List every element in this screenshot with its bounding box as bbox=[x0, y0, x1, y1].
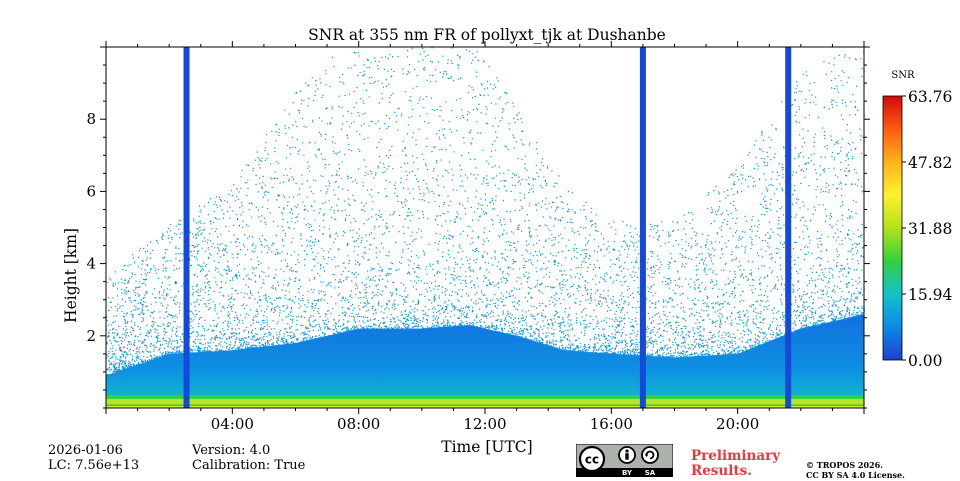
calibration-label: Calibration: True bbox=[192, 458, 306, 473]
colorbar-tick-label: 31.88 bbox=[908, 220, 952, 238]
cc-license-badge: cc BY SA bbox=[575, 443, 674, 478]
noise-speckle bbox=[106, 47, 865, 377]
preliminary-results-line2: Results. bbox=[691, 463, 752, 479]
heatmap-area bbox=[106, 47, 865, 408]
copyright-label: © TROPOS 2026. bbox=[806, 460, 883, 470]
share-alike-icon bbox=[641, 446, 659, 464]
version-label: Version: 4.0 bbox=[192, 443, 271, 458]
svg-text:cc: cc bbox=[585, 453, 599, 467]
x-axis-label: Time [UTC] bbox=[441, 438, 532, 456]
lidar-constant-label: LC: 7.56e+13 bbox=[48, 458, 140, 473]
preliminary-results-line1: Preliminary bbox=[691, 448, 781, 464]
cc-icon bbox=[578, 445, 606, 473]
x-tick-label: 20:00 bbox=[716, 415, 759, 433]
missing-data-column-1 bbox=[183, 47, 190, 408]
colorbar-gradient bbox=[882, 95, 903, 361]
y-tick-label: 6 bbox=[86, 182, 96, 200]
signal-layer bbox=[106, 314, 864, 408]
x-tick-label: 04:00 bbox=[211, 415, 254, 433]
missing-data-column-3 bbox=[785, 47, 792, 408]
colorbar-tick-label: 47.82 bbox=[908, 154, 952, 172]
svg-text:BY: BY bbox=[622, 469, 633, 477]
missing-data-column-2 bbox=[639, 47, 646, 408]
y-axis-label: Height [km] bbox=[62, 228, 80, 323]
date-label: 2026-01-06 bbox=[48, 443, 123, 458]
chart-title: SNR at 355 nm FR of pollyxt_tjk at Dusha… bbox=[308, 26, 666, 44]
svg-text:SA: SA bbox=[645, 469, 656, 477]
colorbar-tick-label: 15.94 bbox=[908, 286, 953, 304]
plot-axes: 04:00 08:00 12:00 16:00 20:00 2 4 6 8 SNR at 355 … bbox=[62, 26, 870, 456]
surface-band-core bbox=[106, 398, 864, 405]
y-tick-label: 8 bbox=[86, 110, 96, 128]
x-tick-label: 08:00 bbox=[337, 415, 380, 433]
y-tick-label: 4 bbox=[86, 255, 96, 273]
colorbar: 0.00 15.94 31.88 47.82 63.76 SNR bbox=[882, 70, 953, 370]
license-label: CC BY SA 4.0 License. bbox=[806, 470, 905, 480]
colorbar-tick-label: 63.76 bbox=[908, 88, 952, 106]
colorbar-tick-label: 0.00 bbox=[908, 352, 943, 370]
x-tick-label: 12:00 bbox=[463, 415, 506, 433]
y-tick-label: 2 bbox=[86, 327, 96, 345]
x-tick-label: 16:00 bbox=[590, 415, 633, 433]
colorbar-label: SNR bbox=[891, 70, 915, 81]
